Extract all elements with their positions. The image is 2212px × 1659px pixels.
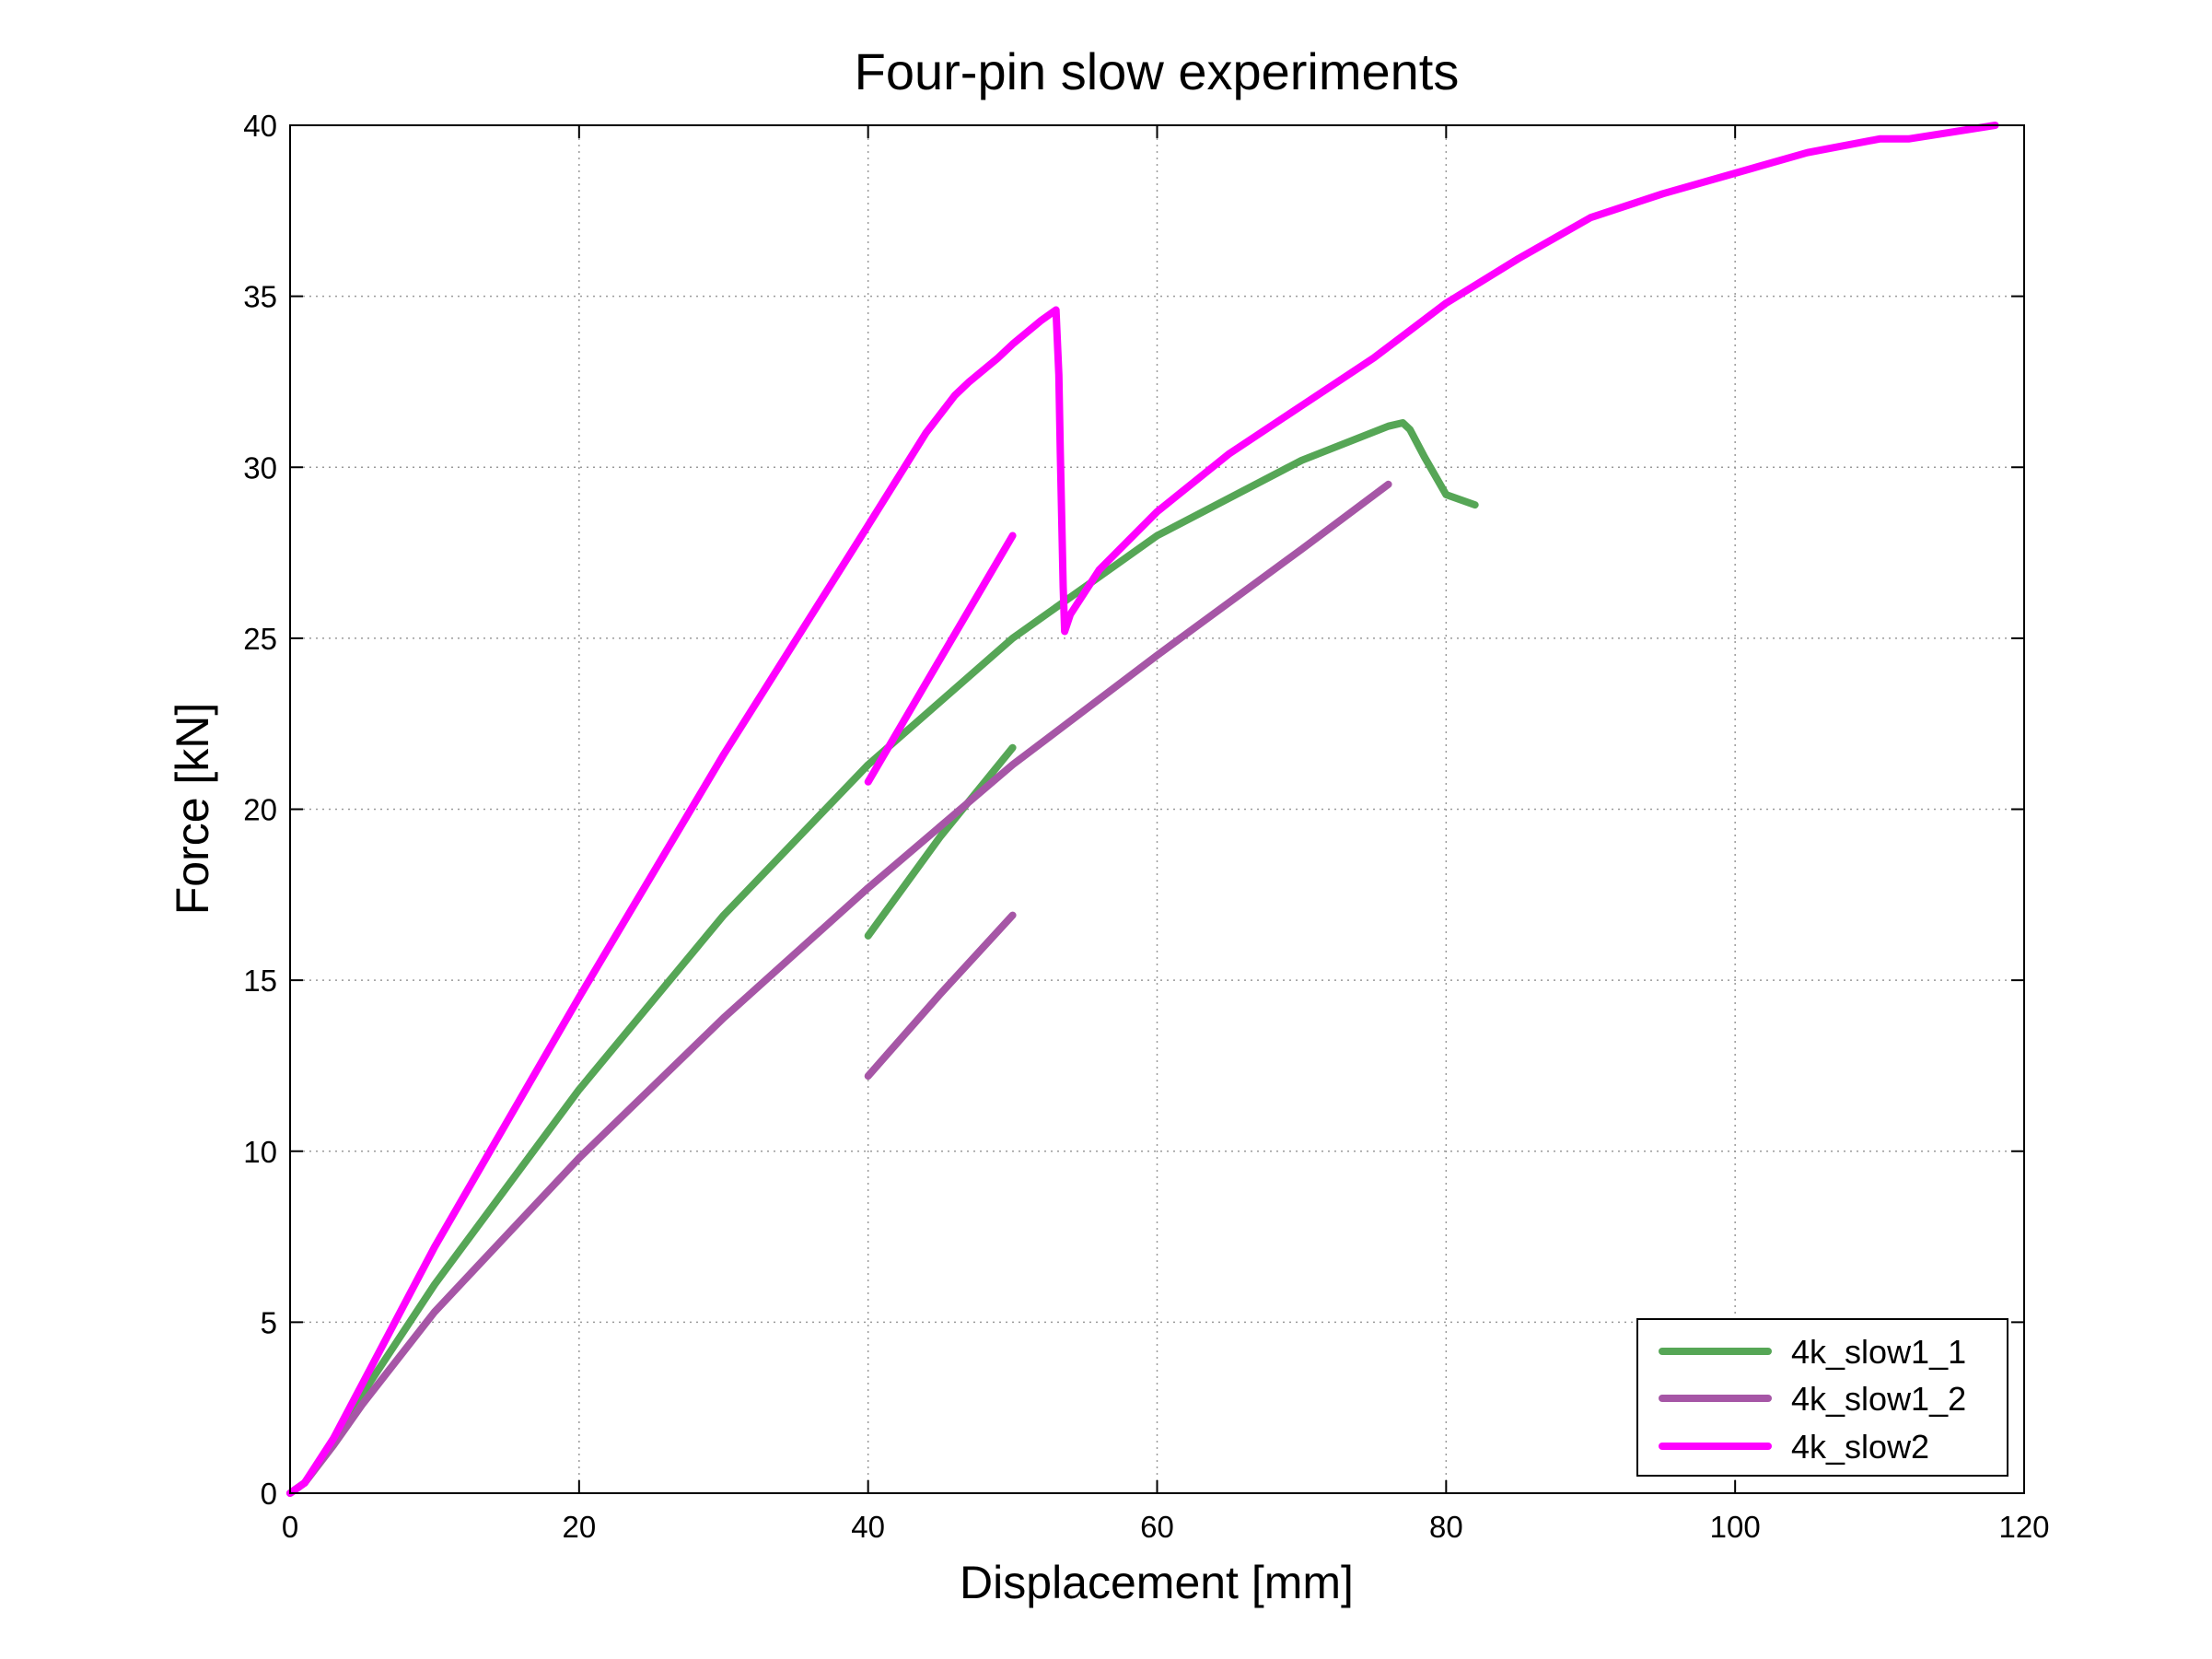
series-line-4k-slow2: [286, 122, 1999, 1497]
x-tick-label: 40: [851, 1510, 885, 1544]
y-tick-label: 25: [243, 622, 277, 656]
legend-label-4k-slow1-2: 4k_slow1_2: [1791, 1380, 1966, 1418]
y-tick-label: 40: [243, 109, 277, 143]
series-layer: [286, 122, 1999, 1497]
y-tick-label: 35: [243, 280, 277, 314]
y-tick-label: 10: [243, 1135, 277, 1169]
axis-tick-labels: 0 20 40 60 80 100 120 0 5 10 15 20 25 30 35 40: [243, 109, 2049, 1544]
x-tick-label: 120: [1998, 1510, 2049, 1544]
y-tick-label: 0: [261, 1477, 277, 1511]
x-tick-label: 20: [562, 1510, 596, 1544]
series-line-4k-slow1-1-reload: [864, 743, 1017, 940]
x-tick-label: 100: [1710, 1510, 1761, 1544]
x-tick-label: 0: [282, 1510, 298, 1544]
x-tick-label: 80: [1429, 1510, 1463, 1544]
y-tick-label: 15: [243, 964, 277, 998]
x-axis-label: Displacement [mm]: [960, 1557, 1354, 1608]
series-line-4k-slow1-2: [286, 480, 1392, 1497]
chart-title: Four-pin slow experiments: [855, 42, 1460, 100]
axis-ticks: [289, 124, 2025, 1494]
y-tick-label: 30: [243, 450, 277, 485]
series-line-4k-slow1-1: [286, 419, 1479, 1497]
grid: [290, 125, 2024, 1493]
y-tick-label: 20: [243, 793, 277, 827]
y-axis-label: Force [kN]: [167, 703, 218, 916]
legend: 4k_slow1_1 4k_slow1_2 4k_slow2: [1636, 1318, 2008, 1477]
series-line-4k-slow2-reload: [864, 532, 1017, 786]
x-tick-label: 60: [1140, 1510, 1174, 1544]
series-line-4k-slow1-2-reload: [864, 911, 1017, 1081]
legend-label-4k-slow1-1: 4k_slow1_1: [1791, 1333, 1966, 1371]
legend-label-4k-slow2: 4k_slow2: [1791, 1428, 1929, 1466]
y-tick-label: 5: [261, 1305, 277, 1339]
